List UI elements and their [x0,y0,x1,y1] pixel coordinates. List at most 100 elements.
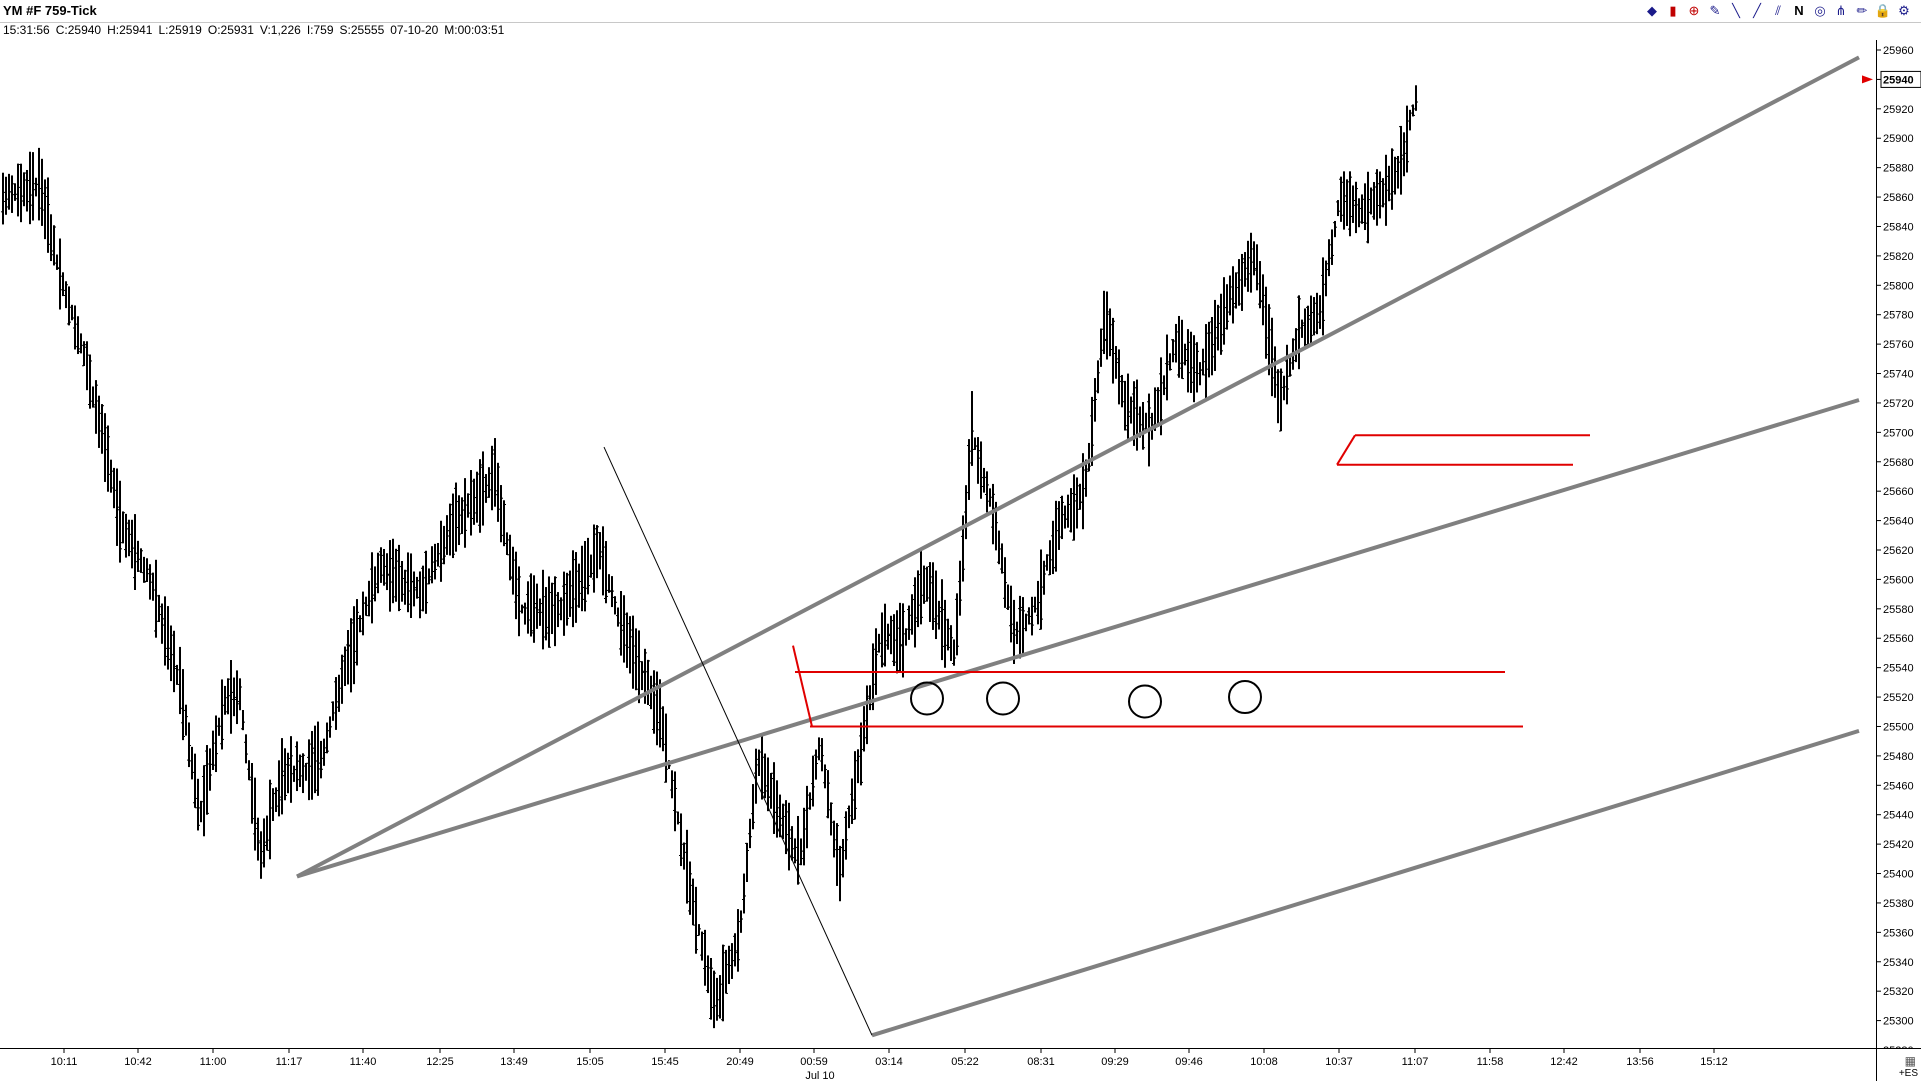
ohlc-bar [457,495,461,546]
ohlc-bar [535,583,539,629]
ohlc-bar [1039,549,1043,630]
ohlc-bar [907,605,911,640]
ohlc-bar [283,748,287,801]
ohlc-bar [1027,607,1031,625]
time-label: 10:42 [124,1056,152,1068]
ohlc-bar [823,764,827,789]
ohlc-bar [442,525,446,565]
ohlc-bar [208,748,212,791]
ohlc-bar [676,811,680,825]
price-chart-area[interactable] [0,40,1876,1048]
ohlc-bar [739,910,743,933]
ohlc-bar [1009,585,1013,643]
ohlc-bar [394,548,398,602]
ohlc-bar [865,685,869,745]
ohlc-bar [655,671,659,746]
price-chart[interactable] [0,40,1876,1048]
ohlc-bar [97,395,101,448]
ohlc-bar [172,630,176,693]
ohlc-bar [1180,319,1184,380]
ohlc-bar [301,753,305,794]
ohlc-bar [661,706,665,752]
ohlc-bar [1228,275,1232,316]
ohlc-bar [76,316,80,355]
ohlc-bar [775,780,779,838]
ohlc-bar [142,556,146,583]
ohlc-bar [1393,156,1397,195]
ohlc-bar [847,805,851,829]
chart-title: YM #F 759-Tick [3,3,97,18]
ohlc-bar [754,748,758,804]
ohlc-bar [139,548,143,573]
ohlc-bar [553,576,557,647]
ohlc-bar [490,445,494,511]
grid-icon[interactable]: ▦ [1904,1054,1916,1068]
ohlc-bar [361,591,365,636]
price-label: 25820 [1883,251,1914,263]
price-axis[interactable]: 25960 25940 25920 25900 25880 25860 25840 25820… [1876,40,1921,1048]
ohlc-bar [943,599,947,668]
ohlc-bar [586,537,590,595]
ohlc-bar [475,471,479,523]
cube-icon[interactable]: ◆ [1647,3,1657,18]
ohlc-bar [646,659,650,706]
ohlc-bar [670,770,674,799]
ohlc-bar [205,745,209,815]
price-label: 25720 [1883,398,1914,410]
price-label: 25700 [1883,427,1914,439]
ohlc-bar [31,152,35,221]
ohlc-bar [679,813,683,867]
ohlc-bar [706,955,710,994]
ohlc-bar [892,614,896,667]
ohlc-bar [832,820,836,858]
settings-icon[interactable]: ⚙ [1898,3,1910,18]
ohlc-bar [556,592,560,628]
ohlc-bar [877,633,881,653]
ohlc-bar [769,772,773,809]
pencil-icon[interactable]: ✎ [1709,3,1721,18]
pencil-icon[interactable]: ✏ [1856,3,1868,18]
ohlc-bar [1069,488,1073,533]
date-marker: Jul 10 [805,1070,834,1081]
line-icon[interactable]: ╱ [1753,3,1761,18]
ohlc-bar [295,741,299,792]
n-icon[interactable]: N [1794,3,1804,18]
ohlc-bar [1219,293,1223,355]
ohlc-bar [313,725,317,794]
ohlc-bar [784,800,788,855]
ohlc-bar [304,762,308,781]
ohlc-bar [430,546,434,584]
ohlc-bar [532,575,536,643]
crosshair-icon[interactable]: ⊕ [1688,3,1700,18]
time-label: 11:00 [200,1056,227,1068]
ohlc-bar [778,794,782,838]
ohlc-bar [118,480,122,563]
lock-icon[interactable]: 🔒 [1874,3,1892,18]
ohlc-bar [271,788,275,821]
bar-timer: M:00:03:51 [444,23,505,37]
ohlc-bar [1084,459,1088,497]
ohlc-bar [826,770,830,819]
ohlc-bar [1297,295,1301,370]
ohlc-bar [1072,474,1076,541]
ohlc-bar [1165,334,1169,401]
ohlc-bar [529,573,533,637]
fork-icon[interactable]: ⋔ [1835,3,1847,18]
time-axis[interactable]: 10:11 10:42 11:00 11:17 11:40 12:25 13:49 15:05… [0,1048,1876,1081]
ohlc-bar [250,763,254,824]
ohlc-bar [319,740,323,779]
line-icon[interactable]: ╲ [1732,3,1740,18]
candle-icon[interactable]: ▮ [1669,3,1677,18]
ohlc-bar [574,552,578,623]
channel-icon[interactable]: ⫽ [1775,3,1781,18]
circle-icon[interactable]: ◎ [1814,3,1826,18]
ohlc-bar [631,615,635,689]
ohlc-bar [16,163,20,217]
ohlc-bar [730,943,734,979]
ohlc-bar [85,341,89,391]
circle-annotation [1228,680,1262,715]
ohlc-bar [391,538,395,604]
corner-label: +ES [1898,1068,1918,1079]
ohlc-bar [1237,259,1241,306]
ohlc-bar [1096,360,1100,394]
